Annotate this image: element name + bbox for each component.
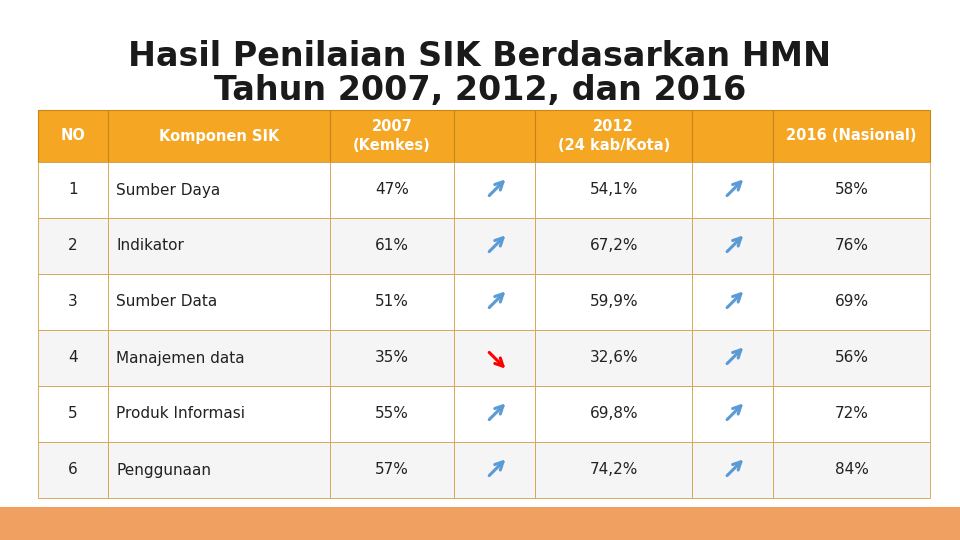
- Text: 58%: 58%: [834, 183, 869, 198]
- Text: 47%: 47%: [375, 183, 409, 198]
- Bar: [692, 218, 773, 274]
- Text: 76%: 76%: [834, 239, 869, 253]
- Text: 67,2%: 67,2%: [589, 239, 638, 253]
- Bar: [38, 442, 108, 498]
- Bar: [108, 330, 330, 386]
- Bar: [692, 330, 773, 386]
- Bar: [454, 162, 536, 218]
- Bar: [536, 274, 692, 330]
- Text: 69%: 69%: [834, 294, 869, 309]
- Bar: [330, 274, 454, 330]
- Text: 32,6%: 32,6%: [589, 350, 638, 366]
- Bar: [38, 330, 108, 386]
- Bar: [108, 110, 330, 162]
- Bar: [108, 442, 330, 498]
- Bar: [536, 162, 692, 218]
- Bar: [536, 110, 692, 162]
- Bar: [330, 218, 454, 274]
- Bar: [330, 330, 454, 386]
- Bar: [108, 386, 330, 442]
- Bar: [454, 218, 536, 274]
- Bar: [38, 274, 108, 330]
- Bar: [454, 110, 536, 162]
- Text: Komponen SIK: Komponen SIK: [159, 129, 279, 144]
- Text: 69,8%: 69,8%: [589, 407, 638, 422]
- Text: 1: 1: [68, 183, 78, 198]
- Text: 2007
(Kemkes): 2007 (Kemkes): [353, 119, 431, 153]
- Bar: [454, 274, 536, 330]
- Text: Tahun 2007, 2012, dan 2016: Tahun 2007, 2012, dan 2016: [214, 74, 746, 107]
- Bar: [692, 386, 773, 442]
- Text: 4: 4: [68, 350, 78, 366]
- Text: Sumber Data: Sumber Data: [116, 294, 218, 309]
- Text: 56%: 56%: [834, 350, 869, 366]
- Bar: [38, 386, 108, 442]
- Text: 84%: 84%: [834, 462, 869, 477]
- Bar: [330, 110, 454, 162]
- Text: Indikator: Indikator: [116, 239, 184, 253]
- Bar: [330, 442, 454, 498]
- Text: 59,9%: 59,9%: [589, 294, 638, 309]
- Bar: [773, 330, 930, 386]
- Text: 54,1%: 54,1%: [589, 183, 638, 198]
- Text: NO: NO: [60, 129, 85, 144]
- Text: 3: 3: [68, 294, 78, 309]
- Bar: [38, 162, 108, 218]
- Bar: [773, 386, 930, 442]
- Text: 6: 6: [68, 462, 78, 477]
- Bar: [330, 162, 454, 218]
- Text: 2012
(24 kab/Kota): 2012 (24 kab/Kota): [558, 119, 670, 153]
- Bar: [536, 386, 692, 442]
- Bar: [536, 442, 692, 498]
- Bar: [773, 218, 930, 274]
- Bar: [330, 386, 454, 442]
- Text: 51%: 51%: [375, 294, 409, 309]
- Bar: [454, 330, 536, 386]
- Bar: [692, 110, 773, 162]
- Text: 5: 5: [68, 407, 78, 422]
- Bar: [108, 274, 330, 330]
- Text: Hasil Penilaian SIK Berdasarkan HMN: Hasil Penilaian SIK Berdasarkan HMN: [129, 40, 831, 73]
- Bar: [773, 442, 930, 498]
- Text: 35%: 35%: [375, 350, 409, 366]
- Text: 55%: 55%: [375, 407, 409, 422]
- Bar: [0, 507, 960, 540]
- Bar: [38, 218, 108, 274]
- Bar: [773, 274, 930, 330]
- Text: Penggunaan: Penggunaan: [116, 462, 211, 477]
- Text: Produk Informasi: Produk Informasi: [116, 407, 245, 422]
- Text: 74,2%: 74,2%: [589, 462, 638, 477]
- Bar: [536, 330, 692, 386]
- Bar: [454, 442, 536, 498]
- Text: Manajemen data: Manajemen data: [116, 350, 245, 366]
- Bar: [38, 110, 108, 162]
- Text: 61%: 61%: [375, 239, 409, 253]
- Text: Sumber Daya: Sumber Daya: [116, 183, 221, 198]
- Bar: [773, 110, 930, 162]
- Bar: [454, 386, 536, 442]
- Bar: [773, 162, 930, 218]
- Text: 2016 (Nasional): 2016 (Nasional): [786, 129, 917, 144]
- Bar: [108, 162, 330, 218]
- Bar: [536, 218, 692, 274]
- Text: 72%: 72%: [834, 407, 869, 422]
- Bar: [692, 274, 773, 330]
- Text: 2: 2: [68, 239, 78, 253]
- Bar: [692, 442, 773, 498]
- Bar: [108, 218, 330, 274]
- Bar: [692, 162, 773, 218]
- Text: 57%: 57%: [375, 462, 409, 477]
